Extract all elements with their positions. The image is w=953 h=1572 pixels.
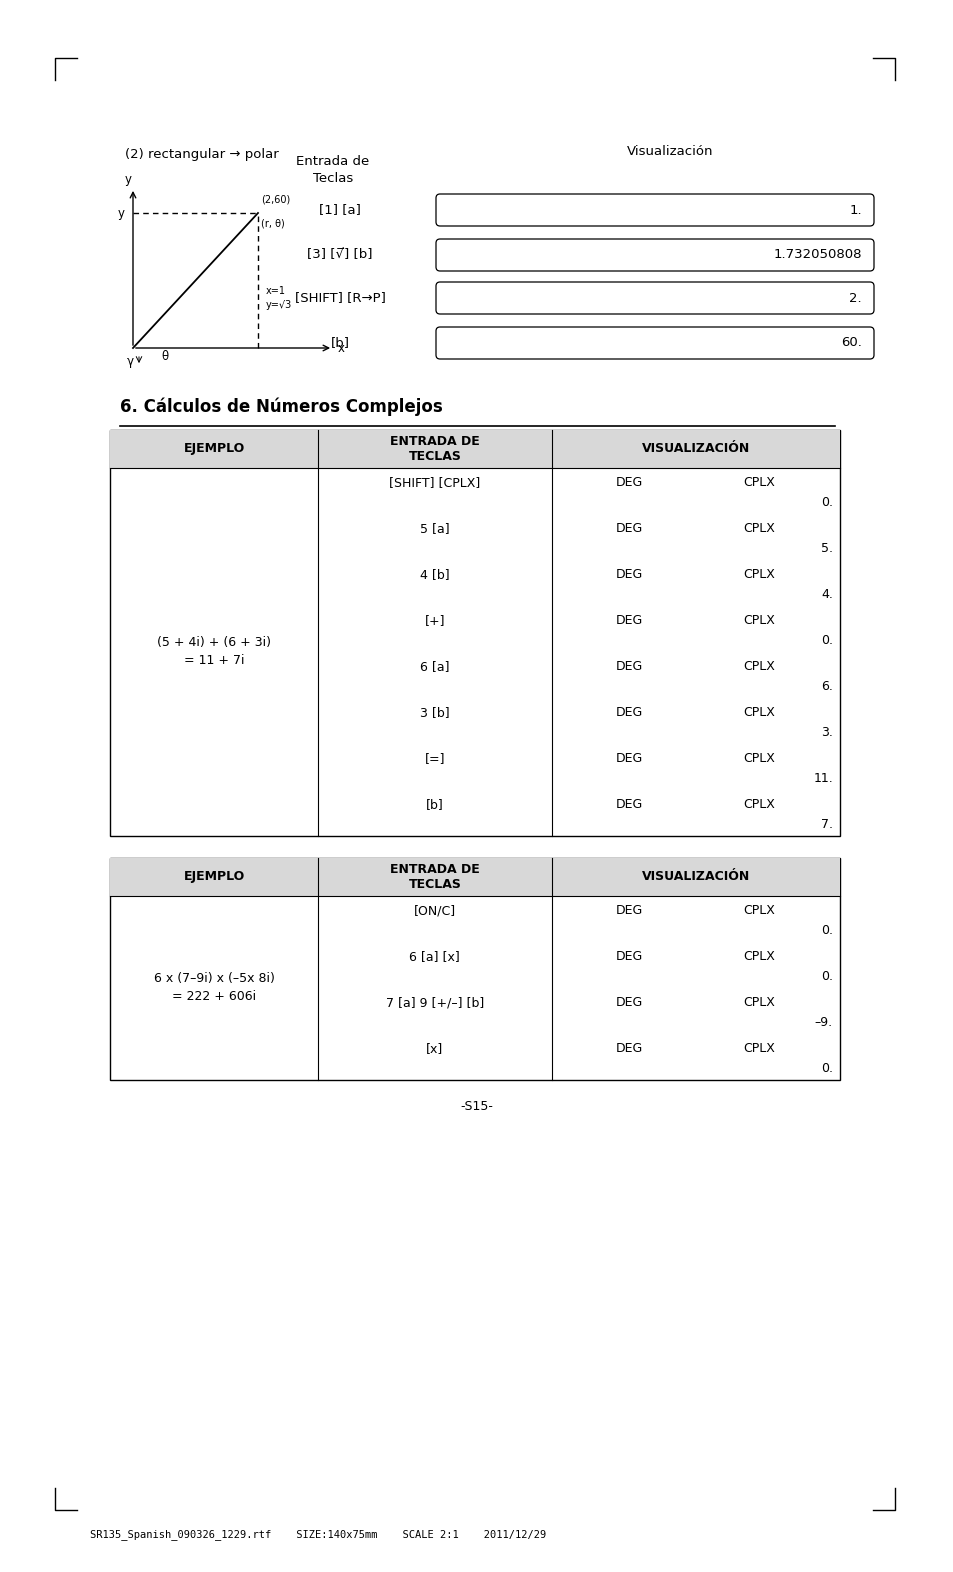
Text: SR135_Spanish_090326_1229.rtf    SIZE:140x75mm    SCALE 2:1    2011/12/29: SR135_Spanish_090326_1229.rtf SIZE:140x7… [90, 1530, 546, 1541]
Text: Visualización: Visualización [626, 145, 713, 159]
Text: –9.: –9. [814, 1016, 832, 1030]
Text: [x]: [x] [426, 1042, 443, 1055]
Text: (r, θ): (r, θ) [261, 219, 284, 228]
Text: DEG: DEG [616, 1042, 642, 1055]
Text: x: x [337, 341, 345, 355]
Text: VISUALIZACIÓN: VISUALIZACIÓN [641, 442, 749, 456]
Text: γ: γ [127, 355, 134, 368]
FancyBboxPatch shape [436, 193, 873, 226]
Text: DEG: DEG [616, 753, 642, 766]
Text: 60.: 60. [841, 336, 862, 349]
Text: 0.: 0. [821, 970, 832, 982]
Text: 6.: 6. [821, 681, 832, 693]
Text: 2.: 2. [848, 291, 862, 305]
Bar [110, 431, 840, 836]
Text: [=]: [=] [424, 753, 445, 766]
Text: 11.: 11. [812, 772, 832, 784]
Text: DEG: DEG [616, 567, 642, 582]
Text: (2) rectangular → polar: (2) rectangular → polar [125, 148, 278, 160]
Text: [SHIFT] [R→P]: [SHIFT] [R→P] [294, 291, 385, 305]
Text: DEG: DEG [616, 660, 642, 673]
Text: 3.: 3. [821, 726, 832, 739]
Text: DEG: DEG [616, 706, 642, 720]
Text: CPLX: CPLX [742, 904, 775, 916]
Text: 4.: 4. [821, 588, 832, 601]
Text: 6 [a]: 6 [a] [419, 660, 449, 673]
Text: CPLX: CPLX [742, 567, 775, 582]
Text: EJEMPLO: EJEMPLO [183, 871, 244, 883]
Text: 6 [a] [x]: 6 [a] [x] [409, 949, 459, 964]
Text: y: y [125, 173, 132, 185]
Text: ENTRADA DE
TECLAS: ENTRADA DE TECLAS [390, 435, 479, 464]
Text: θ: θ [161, 349, 168, 363]
Text: CPLX: CPLX [742, 660, 775, 673]
Text: [1] [a]: [1] [a] [318, 203, 360, 217]
Text: 3 [b]: 3 [b] [419, 706, 449, 720]
Text: 0.: 0. [821, 634, 832, 648]
Text: 6. Cálculos de Números Complejos: 6. Cálculos de Números Complejos [120, 398, 442, 417]
Text: DEG: DEG [616, 949, 642, 964]
Text: [+]: [+] [424, 615, 445, 627]
Text: y: y [118, 206, 125, 220]
Text: 1.: 1. [848, 203, 862, 217]
Text: 0.: 0. [821, 497, 832, 509]
Text: VISUALIZACIÓN: VISUALIZACIÓN [641, 871, 749, 883]
Text: 7.: 7. [821, 817, 832, 832]
FancyBboxPatch shape [436, 281, 873, 314]
Bar [110, 431, 840, 468]
Text: CPLX: CPLX [742, 997, 775, 1009]
Bar [110, 858, 840, 896]
Text: 0.: 0. [821, 924, 832, 937]
Text: -S15-: -S15- [460, 1100, 493, 1113]
Text: CPLX: CPLX [742, 522, 775, 534]
FancyBboxPatch shape [436, 327, 873, 358]
Text: 4 [b]: 4 [b] [419, 567, 449, 582]
Text: EJEMPLO: EJEMPLO [183, 442, 244, 456]
Text: DEG: DEG [616, 997, 642, 1009]
Text: CPLX: CPLX [742, 615, 775, 627]
Text: x=1
y=√3: x=1 y=√3 [266, 286, 292, 310]
Text: DEG: DEG [616, 904, 642, 916]
Text: DEG: DEG [616, 476, 642, 489]
FancyBboxPatch shape [436, 239, 873, 270]
Text: 5 [a]: 5 [a] [419, 522, 449, 534]
Text: 1.732050808: 1.732050808 [773, 248, 862, 261]
Text: CPLX: CPLX [742, 476, 775, 489]
Text: CPLX: CPLX [742, 949, 775, 964]
Text: [ON/C]: [ON/C] [414, 904, 456, 916]
Text: CPLX: CPLX [742, 706, 775, 720]
Text: (2,60): (2,60) [261, 195, 290, 204]
Text: CPLX: CPLX [742, 799, 775, 811]
Text: DEG: DEG [616, 615, 642, 627]
Text: [b]: [b] [330, 336, 349, 349]
Text: 0.: 0. [821, 1063, 832, 1075]
Text: 6 x (7–9i) x (–5x 8i)
= 222 + 606i: 6 x (7–9i) x (–5x 8i) = 222 + 606i [153, 973, 274, 1003]
Text: CPLX: CPLX [742, 1042, 775, 1055]
Text: 5.: 5. [821, 542, 832, 555]
Text: [SHIFT] [CPLX]: [SHIFT] [CPLX] [389, 476, 480, 489]
Bar [110, 858, 840, 1080]
Text: 7 [a] 9 [+/–] [b]: 7 [a] 9 [+/–] [b] [385, 997, 483, 1009]
Text: [b]: [b] [426, 799, 443, 811]
Text: CPLX: CPLX [742, 753, 775, 766]
Text: Entrada de
Teclas: Entrada de Teclas [296, 156, 369, 185]
Text: [3] [√̅] [b]: [3] [√̅] [b] [307, 248, 373, 261]
Text: DEG: DEG [616, 522, 642, 534]
Text: DEG: DEG [616, 799, 642, 811]
Text: (5 + 4i) + (6 + 3i)
= 11 + 7i: (5 + 4i) + (6 + 3i) = 11 + 7i [157, 637, 271, 668]
Text: ENTRADA DE
TECLAS: ENTRADA DE TECLAS [390, 863, 479, 891]
